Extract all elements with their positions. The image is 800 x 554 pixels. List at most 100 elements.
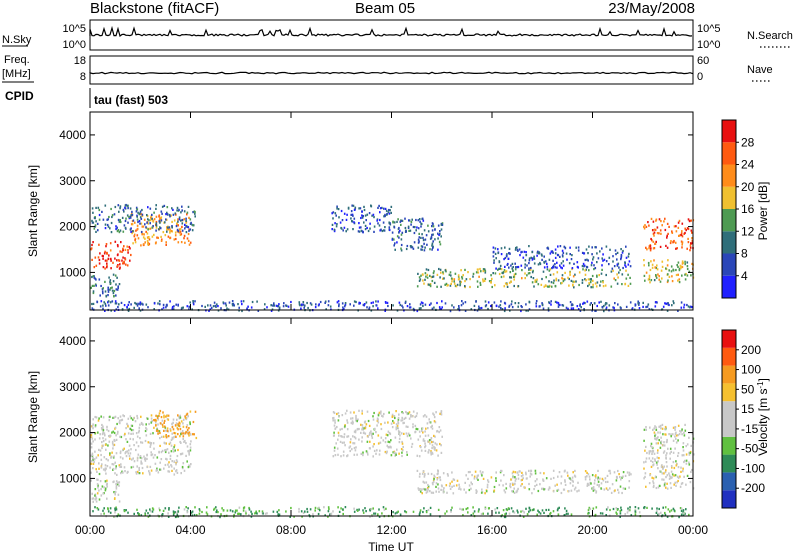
echo-cell [659,229,662,232]
echo-cell [118,303,120,306]
echo-cell [123,415,125,418]
echo-cell [416,428,419,431]
echo-cell [423,475,426,478]
echo-cell [351,204,353,207]
echo-cell [544,488,546,491]
echo-cell [179,230,182,233]
echo-cell [237,512,240,515]
echo-cell [130,303,132,306]
echo-cell [185,506,187,509]
echo-cell [493,259,495,262]
echo-cell [109,280,111,284]
echo-cell [605,245,608,248]
echo-cell [590,278,592,281]
echo-cell [662,433,664,436]
echo-cell [514,272,517,275]
echo-cell [681,454,684,457]
echo-cell [382,415,384,418]
echo-cell [587,473,590,476]
echo-cell [418,276,421,279]
echo-cell [336,447,339,450]
echo-cell [122,471,124,474]
echo-cell [236,509,238,512]
echo-cell [685,229,687,232]
echo-cell [152,225,154,228]
echo-cell [123,447,125,450]
echo-cell [353,208,356,211]
echo-cell [141,466,144,470]
echo-cell [410,414,412,417]
echo-cell [135,471,137,474]
echo-cell [628,471,631,474]
echo-cell [521,269,523,272]
echo-cell [107,510,110,513]
echo-cell [421,217,424,220]
echo-cell [661,514,664,517]
echo-cell [521,483,523,486]
echo-cell [190,463,192,466]
echo-cell [428,449,430,452]
echo-cell [135,229,137,232]
echo-cell [128,217,131,220]
echo-cell [333,446,336,449]
echo-cell [122,249,124,252]
echo-cell [164,425,166,428]
echo-cell [94,498,97,501]
echo-cell [149,473,151,476]
echo-cell [678,516,680,519]
echo-cell [620,506,622,509]
echo-cell [671,231,674,234]
echo-cell [605,308,607,311]
echo-cell [157,418,159,421]
echo-cell [595,490,598,493]
echo-cell [609,508,611,512]
nsky-trace [89,25,693,38]
echo-cell [412,423,414,426]
echo-cell [365,219,367,222]
echo-cell [450,282,452,285]
echo-cell [442,271,444,274]
echo-cell [166,429,169,433]
echo-cell [332,455,335,458]
echo-cell [384,226,386,229]
echo-cell [152,508,155,511]
echo-cell [586,484,589,487]
colorbar-segment [722,253,736,276]
echo-cell [363,208,366,212]
echo-cell [173,467,175,470]
echo-cell [352,204,355,207]
echo-cell [176,228,179,231]
echo-cell [616,251,619,254]
velocity-colorbar-label: Velocity [m s-1] [756,378,770,456]
echo-cell [94,277,96,280]
echo-cell [242,509,245,512]
echo-cell [665,469,667,472]
echo-cell [605,302,607,305]
echo-cell [388,221,390,224]
echo-cell [166,226,168,229]
echo-cell [96,222,99,225]
echo-cell [302,303,305,306]
echo-cell [557,279,560,282]
echo-cell [190,440,192,443]
echo-cell [573,280,576,283]
echo-cell [562,251,565,254]
echo-cell [92,467,94,470]
echo-cell [680,265,683,268]
echo-cell [498,483,501,487]
echo-cell [476,476,478,479]
echo-cell [560,475,563,478]
echo-cell [425,415,428,418]
echo-cell [384,215,386,218]
echo-cell [422,304,424,308]
echo-cell [362,511,365,514]
echo-cell [593,488,596,491]
echo-cell [102,425,104,428]
echo-cell [490,281,492,284]
echo-cell [595,309,597,312]
echo-cell [612,260,614,263]
echo-cell [352,435,354,438]
echo-cell [418,430,421,433]
echo-cell [626,471,629,474]
echo-cell [397,422,400,425]
